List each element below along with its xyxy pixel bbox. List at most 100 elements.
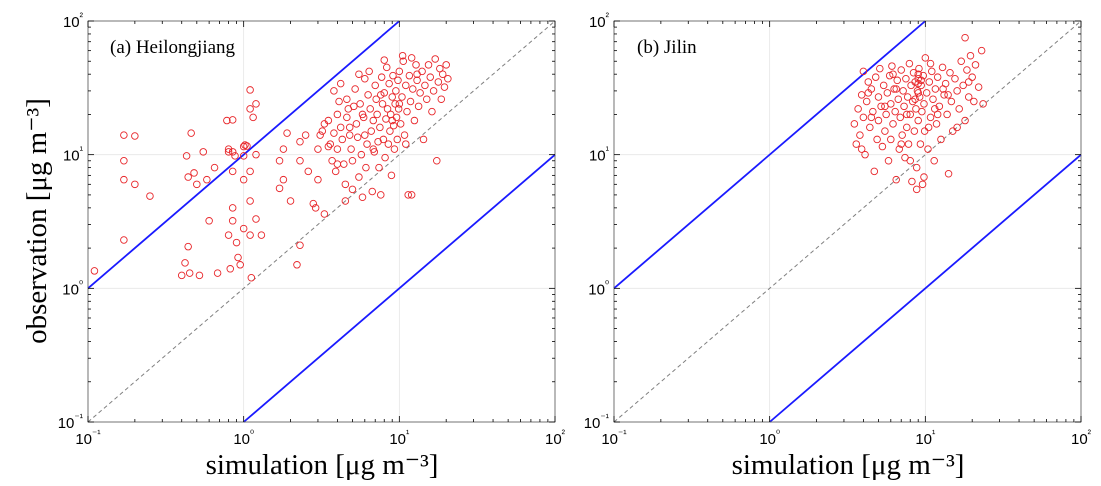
data-point <box>915 64 923 73</box>
data-point <box>957 57 965 65</box>
data-point <box>181 259 189 267</box>
data-point <box>279 175 288 184</box>
data-point <box>904 140 913 148</box>
data-point <box>377 91 385 99</box>
data-point <box>336 123 345 132</box>
data-point <box>367 127 375 135</box>
data-point <box>948 127 957 135</box>
data-point <box>366 105 374 113</box>
data-point <box>336 79 345 88</box>
data-point <box>892 85 900 93</box>
data-point <box>407 191 416 199</box>
data-point <box>920 173 928 181</box>
data-point <box>944 91 952 99</box>
data-point <box>963 66 971 74</box>
data-point <box>246 197 254 205</box>
data-point <box>316 131 324 139</box>
data-point <box>887 135 895 144</box>
data-point <box>228 116 237 124</box>
data-point <box>935 102 944 111</box>
data-point <box>252 100 260 108</box>
data-point <box>355 173 363 181</box>
data-point <box>884 157 893 165</box>
data-point <box>243 142 251 150</box>
x-tick-labels: 10⁻¹ 10⁰ 10¹ 10² <box>75 429 565 448</box>
data-point <box>968 73 976 81</box>
data-point <box>862 97 871 106</box>
x-tick-label: 10⁻¹ <box>601 429 627 448</box>
data-point <box>228 148 237 156</box>
data-point <box>442 61 450 69</box>
data-point <box>428 107 436 116</box>
data-point <box>350 102 358 111</box>
data-point <box>239 175 248 184</box>
data-point <box>433 157 441 165</box>
data-point <box>324 116 333 125</box>
data-point <box>185 269 194 277</box>
data-point <box>398 93 406 101</box>
data-point <box>343 95 351 103</box>
data-point <box>914 116 922 125</box>
data-point <box>924 123 933 132</box>
data-point <box>932 120 941 128</box>
data-point <box>857 145 866 153</box>
data-point <box>931 85 940 93</box>
data-point <box>234 253 242 262</box>
data-point <box>910 127 919 135</box>
data-point <box>389 71 397 80</box>
data-point <box>389 121 398 130</box>
data-point <box>283 129 291 137</box>
data-point <box>351 85 359 93</box>
data-point <box>406 97 415 106</box>
y-tick-label: 10¹ <box>63 146 84 165</box>
data-point <box>915 93 924 101</box>
data-point <box>338 135 347 144</box>
factor-10-line <box>243 153 556 423</box>
data-point <box>898 131 906 139</box>
data-point <box>914 70 922 78</box>
data-point <box>224 148 233 156</box>
data-point <box>897 140 905 148</box>
data-point <box>892 175 900 184</box>
data-point <box>193 180 201 189</box>
data-point <box>393 135 402 144</box>
data-point <box>881 102 889 111</box>
data-point <box>917 76 925 85</box>
x-tick-labels: 10⁻¹ 10⁰ 10¹ 10² <box>601 429 1091 448</box>
data-point <box>120 175 128 184</box>
plot-frame <box>613 20 1082 423</box>
data-point <box>195 271 204 280</box>
data-point <box>184 242 192 251</box>
y-tick-label: 10⁰ <box>588 279 609 298</box>
data-point <box>905 59 914 68</box>
data-point <box>922 89 931 97</box>
data-point <box>246 86 254 94</box>
data-point <box>333 145 342 153</box>
data-point <box>933 73 942 81</box>
data-point <box>877 102 885 111</box>
data-point <box>372 95 380 103</box>
data-point <box>440 83 449 91</box>
reference-lines <box>87 20 556 423</box>
data-point <box>228 204 237 212</box>
data-point <box>930 157 938 165</box>
data-point <box>324 142 333 151</box>
data-point <box>190 169 198 177</box>
data-point <box>364 91 372 99</box>
data-point <box>911 95 919 103</box>
data-point <box>426 73 435 81</box>
data-point <box>236 261 244 269</box>
data-point <box>205 217 213 225</box>
data-point <box>239 152 248 160</box>
data-point <box>970 97 978 106</box>
data-point <box>386 127 394 135</box>
data-point <box>373 110 381 119</box>
data-point <box>893 76 901 85</box>
data-point <box>891 107 899 116</box>
data-point <box>131 180 139 189</box>
data-point <box>974 83 983 91</box>
data-point <box>320 210 329 218</box>
data-point <box>409 85 417 93</box>
data-point <box>355 70 363 78</box>
data-point <box>239 142 248 151</box>
